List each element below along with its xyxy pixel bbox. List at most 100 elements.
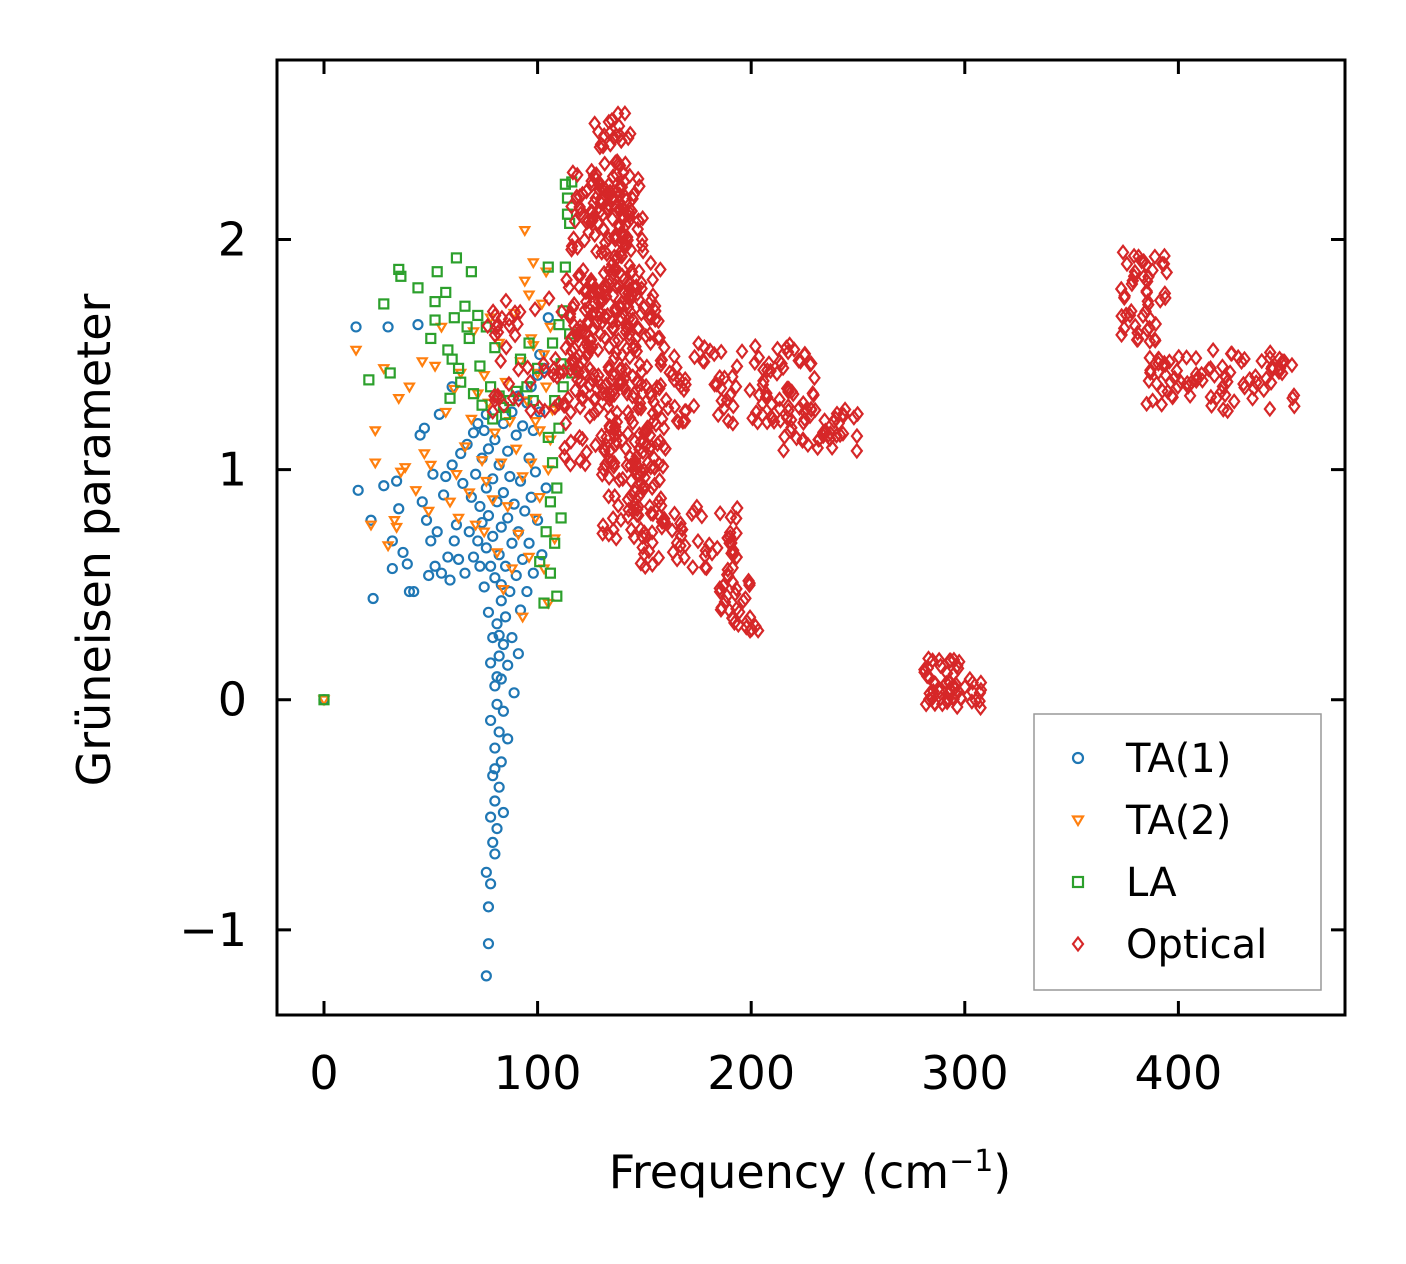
data-point-ta1: [485, 560, 497, 572]
data-point-optical: [555, 303, 569, 321]
data-point-la: [378, 298, 390, 310]
legend-marker-ta2: [1071, 815, 1085, 828]
data-point-ta1: [510, 569, 522, 582]
data-point-optical: [743, 381, 757, 399]
data-point-ta1: [408, 585, 420, 598]
data-point-optical: [1153, 292, 1167, 309]
data-point-optical: [611, 497, 625, 514]
data-point-optical: [624, 457, 638, 474]
data-point-optical: [1141, 292, 1155, 310]
data-point-optical: [512, 390, 525, 408]
data-point-ta1: [474, 500, 486, 513]
data-point-optical: [599, 437, 613, 454]
data-point-optical: [653, 329, 667, 347]
data-point-optical: [657, 510, 671, 528]
data-point-ta1: [527, 567, 539, 579]
data-point-ta2: [458, 442, 472, 454]
data-point-optical: [578, 282, 592, 300]
data-point-ta1: [536, 549, 548, 561]
legend-marker-la: [1071, 875, 1085, 889]
data-point-la: [448, 312, 460, 324]
data-point-ta1: [485, 714, 497, 727]
data-point-optical: [1273, 359, 1287, 377]
data-point-ta1: [391, 475, 403, 487]
data-point-optical: [629, 338, 642, 355]
data-point-optical: [728, 585, 742, 603]
data-point-optical: [776, 359, 790, 377]
data-point-la: [489, 342, 501, 354]
data-point-optical: [641, 454, 655, 471]
data-point-optical: [1136, 307, 1150, 325]
data-point-optical: [1146, 392, 1160, 409]
y-tick-label: 1: [218, 443, 247, 497]
data-point-optical: [804, 400, 818, 418]
data-point-ta2: [394, 467, 408, 479]
data-point-optical: [623, 257, 637, 274]
data-point-optical: [777, 442, 790, 459]
data-point-ta1: [467, 551, 480, 563]
data-point-optical: [575, 323, 589, 341]
data-point-la: [446, 353, 458, 365]
data-point-optical: [1249, 367, 1262, 385]
data-point-optical: [735, 343, 749, 360]
data-point-optical: [585, 172, 599, 190]
data-point-optical: [590, 243, 603, 260]
data-point-optical: [588, 115, 602, 132]
data-point-optical: [572, 278, 586, 296]
data-point-optical: [486, 403, 500, 421]
data-point-ta2: [462, 488, 476, 500]
data-point-optical: [595, 466, 609, 483]
data-point-optical: [499, 339, 513, 356]
data-point-optical: [974, 674, 988, 691]
data-point-optical: [686, 559, 700, 576]
data-point-optical: [757, 372, 770, 390]
data-point-optical: [838, 401, 852, 418]
data-point-optical: [721, 529, 734, 547]
data-point-la: [523, 337, 535, 349]
data-point-la: [544, 496, 557, 508]
data-point-optical: [674, 515, 687, 532]
data-point-optical: [567, 296, 581, 313]
data-point-optical: [847, 409, 861, 426]
data-point-ta1: [403, 585, 416, 598]
data-point-optical: [574, 205, 588, 223]
data-point-optical: [626, 414, 640, 432]
data-point-ta2: [435, 322, 448, 334]
data-point-optical: [1204, 388, 1218, 406]
data-point-ta1: [502, 512, 514, 524]
data-point-optical: [491, 387, 505, 404]
legend-label: Optical: [1126, 922, 1267, 968]
data-point-ta1: [482, 938, 495, 950]
data-point-ta1: [534, 348, 546, 361]
data-point-ta1: [480, 542, 492, 554]
data-point-optical: [1225, 345, 1239, 362]
data-point-optical: [808, 369, 821, 387]
data-point-optical: [502, 375, 516, 393]
data-point-optical: [639, 377, 653, 395]
data-point-optical: [926, 652, 939, 669]
data-point-optical: [1131, 330, 1145, 348]
data-point-optical: [599, 181, 613, 199]
data-point-optical: [570, 166, 584, 184]
data-point-optical: [610, 199, 624, 216]
data-point-optical: [601, 306, 614, 324]
data-point-la: [363, 374, 375, 386]
data-point-optical: [578, 301, 592, 319]
data-point-la: [450, 252, 463, 264]
data-point-optical: [1227, 393, 1241, 410]
data-point-la: [485, 381, 497, 393]
data-point-optical: [1157, 255, 1171, 273]
data-point-optical: [597, 221, 611, 239]
data-point-la: [474, 360, 486, 372]
data-point-optical: [642, 310, 656, 327]
data-point-ta1: [508, 687, 520, 699]
data-point-la: [544, 567, 557, 579]
data-point-optical: [658, 514, 672, 532]
data-point-optical: [1263, 344, 1277, 361]
data-point-optical: [506, 389, 520, 407]
data-point-optical: [508, 326, 522, 344]
data-point-optical: [1114, 280, 1128, 298]
data-point-optical: [736, 592, 750, 610]
